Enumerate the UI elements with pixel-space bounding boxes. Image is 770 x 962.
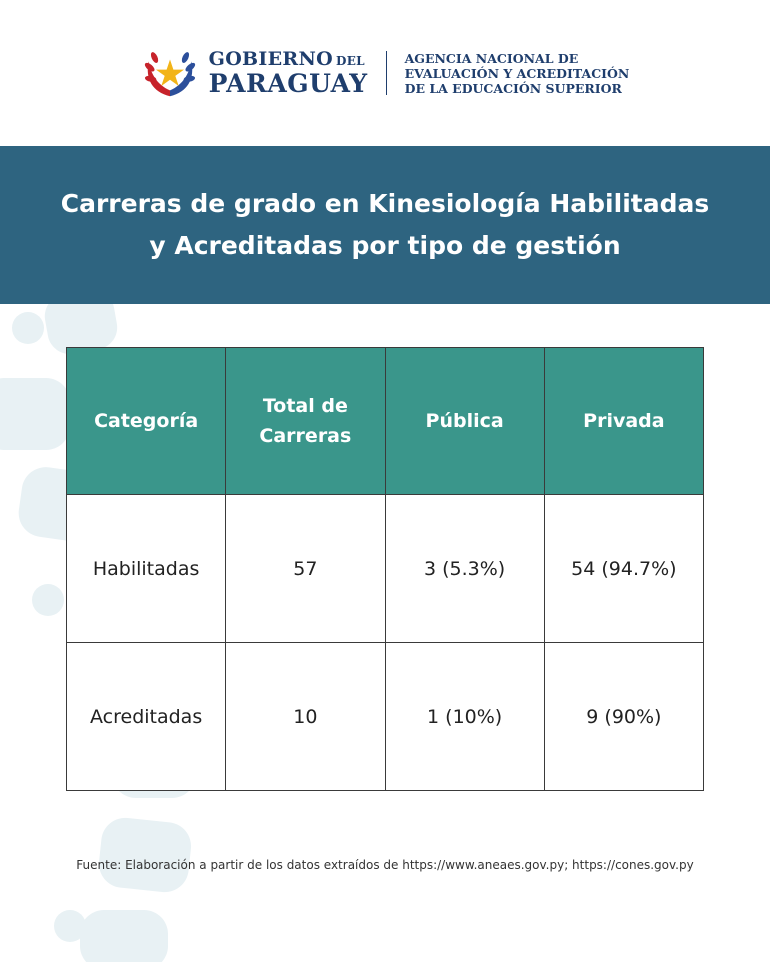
cell-category: Acreditadas [65,642,227,791]
table-row: Habilitadas 57 3 (5.3%) 54 (94.7%) [65,494,705,643]
cell-publica: 3 (5.3%) [384,494,545,643]
agency-line-2: EVALUACIÓN Y ACREDITACIÓN [404,65,630,81]
cell-privada: 54 (94.7%) [543,494,705,643]
gov-line1: GOBIERNO [208,48,333,70]
title-line-1: Carreras de grado en Kinesiología Habili… [60,189,710,218]
gov-del: DEL [336,54,365,68]
cell-privada: 9 (90%) [543,642,705,791]
cell-total: 57 [225,494,386,643]
source-note: Fuente: Elaboración a partir de los dato… [76,858,694,872]
page-title: Carreras de grado en Kinesiología Habili… [35,183,735,267]
careers-table: Categoría Total de Carreras Pública Priv… [65,347,705,791]
header: GOBIERNO DEL PARAGUAY AGENCIA NACIONAL DE… [0,0,770,146]
government-wordmark: GOBIERNO DEL PARAGUAY [208,48,368,98]
header-divider [385,51,387,95]
agency-line-1: AGENCIA NACIONAL DE [404,50,579,66]
header-categoria: Categoría [65,347,227,495]
cell-publica: 1 (10%) [384,642,545,791]
header-privada: Privada [543,347,705,495]
data-table-container: Categoría Total de Carreras Pública Priv… [65,347,705,791]
title-banner: Carreras de grado en Kinesiología Habili… [0,146,770,304]
header-publica: Pública [384,347,545,495]
table-row: Acreditadas 10 1 (10%) 9 (90%) [65,642,705,791]
logo: GOBIERNO DEL PARAGUAY AGENCIA NACIONAL DE… [141,44,630,102]
agency-name: AGENCIA NACIONAL DE EVALUACIÓN Y ACREDIT… [405,51,630,96]
table-header-row: Categoría Total de Carreras Pública Priv… [65,347,705,495]
title-line-2: y Acreditadas por tipo de gestión [149,231,621,260]
cell-total: 10 [225,642,386,791]
cell-category: Habilitadas [65,494,227,643]
paraguay-seal-icon [144,52,195,97]
gov-line2: PARAGUAY [208,69,368,98]
agency-line-3: DE LA EDUCACIÓN SUPERIOR [404,80,622,96]
header-total: Total de Carreras [225,347,386,495]
